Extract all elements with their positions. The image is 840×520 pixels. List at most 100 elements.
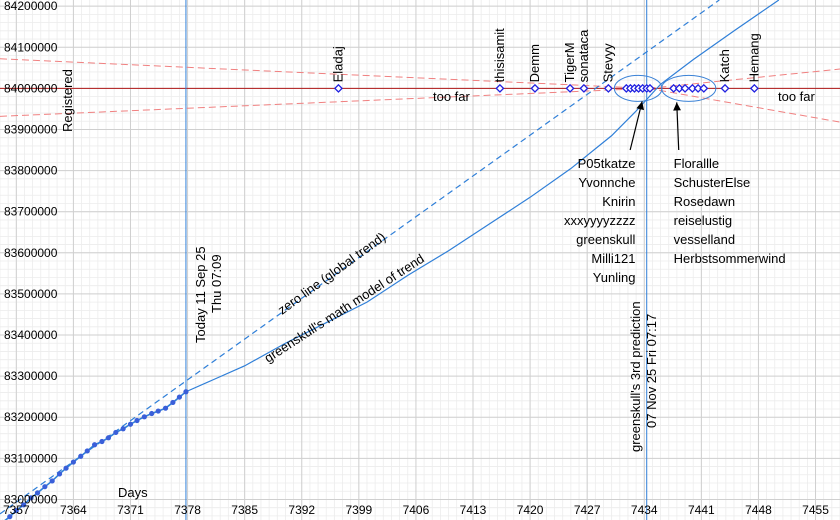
prediction-marker <box>645 83 655 93</box>
prediction-marker <box>495 83 505 93</box>
cone-upper-line <box>0 58 840 123</box>
observed-point <box>176 394 183 400</box>
observed-point <box>99 438 105 445</box>
x-tick-labels: 7357 7364 7371 7378 7385 7392 7399 7406 7413 7420… <box>3 503 829 517</box>
y-axis-label: Registered <box>60 69 75 132</box>
zero-line-label: zero line (global trend) <box>275 229 388 317</box>
prediction-label: thisisamit <box>492 28 507 83</box>
observed-point <box>149 410 155 417</box>
prediction-label: Hemang <box>746 33 761 82</box>
prediction-marker <box>720 83 730 93</box>
arrow-right-group-head <box>673 102 681 111</box>
prediction-label: Yunling <box>593 270 636 285</box>
y-tick-label: 83000000 <box>4 492 58 506</box>
y-tick-labels: 83000000 83100000 83200000 83300000 83400000… <box>4 0 58 506</box>
observed-point <box>170 399 176 406</box>
x-tick-label: 7406 <box>403 503 430 517</box>
prediction-label-line1: greenskull's 3rd prediction <box>628 301 643 452</box>
observed-point <box>134 417 140 424</box>
prediction-label: sonataca <box>576 29 591 83</box>
y-tick-label: 83900000 <box>4 122 58 136</box>
observed-point <box>28 495 34 501</box>
prediction-label: Knirin <box>602 194 635 209</box>
x-tick-label: 7385 <box>231 503 258 517</box>
y-tick-label: 83200000 <box>4 410 58 424</box>
model-line <box>185 0 780 393</box>
today-label-line2: Thu 07:09 <box>209 254 224 313</box>
observed-point <box>49 478 55 484</box>
observed-point <box>84 448 90 454</box>
prediction-label: Eladaj <box>330 46 345 82</box>
y-tick-label: 84100000 <box>4 40 58 54</box>
prediction-label: vesselland <box>674 232 735 247</box>
prediction-label: Katch <box>717 49 732 82</box>
observed-point <box>155 408 161 414</box>
prediction-marker <box>530 83 540 93</box>
prediction-label-line2: 07 Nov 25 Fri 07:17 <box>644 314 659 428</box>
observed-point <box>7 514 13 520</box>
prediction-label: Herbstsommerwind <box>674 251 786 266</box>
x-axis-label: Days <box>118 485 148 500</box>
prediction-label: P05tkatze <box>578 156 636 171</box>
observed-point <box>34 490 41 496</box>
y-tick-label: 83300000 <box>4 369 58 383</box>
y-tick-label: 84000000 <box>4 81 58 95</box>
x-tick-label: 7455 <box>802 503 829 517</box>
observed-point <box>127 421 134 427</box>
x-tick-label: 7392 <box>288 503 315 517</box>
prediction-label: Florallle <box>674 156 720 171</box>
observed-point <box>70 459 76 465</box>
observed-point <box>42 484 48 490</box>
tolerance-cone <box>0 58 840 123</box>
x-tick-label: 7448 <box>745 503 772 517</box>
prediction-label: reiselustig <box>674 213 733 228</box>
observed-point <box>92 442 98 448</box>
too-far-right-label: too far <box>778 89 816 104</box>
prediction-label: Rosedawn <box>674 194 735 209</box>
observed-point <box>183 389 189 395</box>
too-far-left-label: too far <box>433 89 471 104</box>
y-tick-label: 83500000 <box>4 287 58 301</box>
x-tick-label: 7378 <box>174 503 201 517</box>
observed-point <box>63 465 69 471</box>
today-label-line1: Today 11 Sep 25 <box>193 246 208 343</box>
x-tick-label: 7357 <box>3 503 30 517</box>
prediction-marker <box>333 83 343 93</box>
x-tick-label: 7364 <box>60 503 87 517</box>
x-tick-label: 7427 <box>574 503 601 517</box>
y-tick-label: 84200000 <box>4 0 58 13</box>
x-tick-label: 7399 <box>345 503 372 517</box>
observed-point <box>105 435 112 441</box>
prediction-label: Milli121 <box>591 251 635 266</box>
prediction-marker <box>579 83 589 93</box>
prediction-marker <box>680 83 690 93</box>
prediction-label: TigerM <box>562 42 577 82</box>
y-tick-label: 83100000 <box>4 451 58 465</box>
prediction-label: SchusterElse <box>674 175 751 190</box>
x-tick-label: 7434 <box>631 503 658 517</box>
group-arrows <box>629 101 681 151</box>
prediction-marker <box>565 83 575 93</box>
observed-point <box>120 426 126 432</box>
group-ellipse-right <box>661 74 717 102</box>
observed-point <box>162 405 169 411</box>
prediction-marker <box>699 83 709 93</box>
arrow-left-group-shaft <box>629 101 643 151</box>
arrow-left-group-head <box>636 101 645 111</box>
observed-point <box>78 453 84 459</box>
observed-point <box>21 502 27 508</box>
prediction-label: xxxyyyyzzzz <box>564 213 636 228</box>
prediction-label: greenskull <box>576 232 635 247</box>
y-tick-label: 83700000 <box>4 205 58 219</box>
observed-point <box>56 471 63 477</box>
prediction-label: Stevyy <box>600 43 615 83</box>
x-tick-label: 7441 <box>688 503 715 517</box>
observed-point <box>13 507 19 514</box>
observed-point <box>113 429 119 436</box>
observed-points <box>1 389 189 520</box>
prediction-markers <box>333 83 759 93</box>
x-tick-label: 7420 <box>517 503 544 517</box>
